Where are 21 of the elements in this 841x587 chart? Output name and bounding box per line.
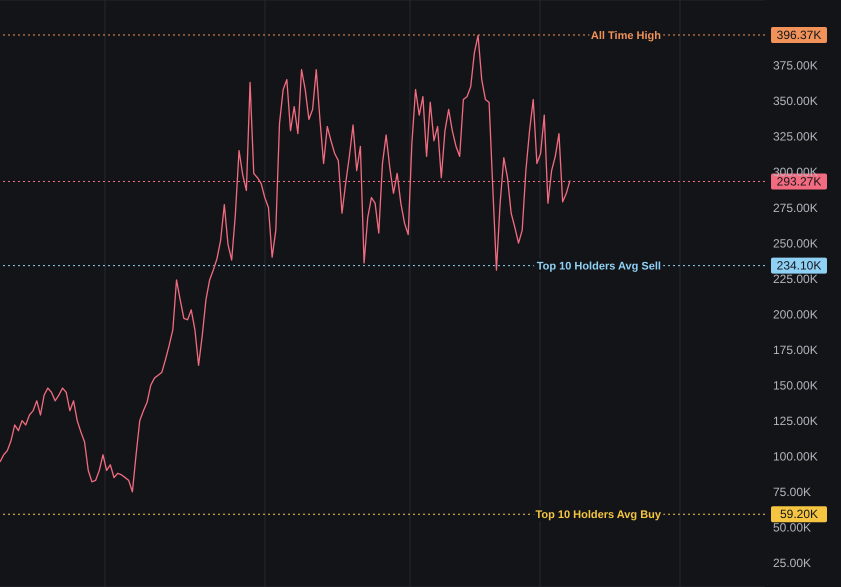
y-tick-label: 350.00K [773,94,818,108]
y-tick-label: 250.00K [773,236,818,250]
text: 59.20K [780,507,818,522]
y-tick-label: 200.00K [773,307,818,322]
y-tick-label: 25.00K [773,556,812,570]
y-tick-label: 375.00K [773,58,818,73]
ref-line-label: Top 10 Holders Avg Sell [536,260,661,273]
y-tick-label: 125.00K [773,414,818,428]
ref-line-label: Top 10 Holders Avg Buy [535,509,662,522]
ref-line-label: All Time High [590,30,662,42]
text: 293.27K [776,174,822,189]
y-tick-label: 225.00K [773,272,818,286]
y-tick-label: 100.00K [773,450,818,464]
text: 234.10K [776,258,822,273]
y-tick-label: 50.00K [773,520,812,535]
y-tick-label: 75.00K [773,485,812,500]
text: 396.37K [776,28,822,42]
y-tick-label: 150.00K [773,378,818,392]
y-tick-label: 275.00K [773,200,818,215]
y-tick-label: 325.00K [773,130,818,144]
y-tick-label: 175.00K [773,342,818,357]
